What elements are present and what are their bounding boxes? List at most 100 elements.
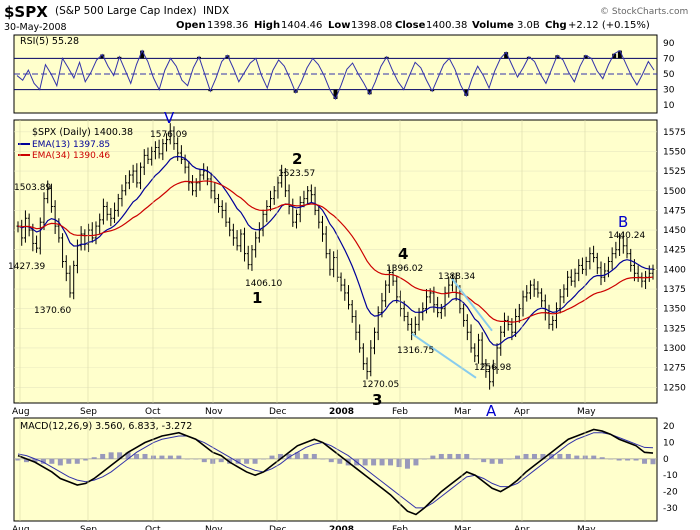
macd-histogram-bar (235, 458, 241, 464)
macd-histogram-bar (328, 458, 334, 463)
symbol-title: $SPX (4, 3, 48, 21)
low-label: Low (328, 20, 350, 31)
macd-histogram-bar (57, 458, 63, 466)
macd-histogram-bar (430, 455, 436, 459)
macd-histogram-bar (591, 455, 597, 459)
rsi-oversold-fill (464, 89, 469, 96)
close-label: Close (395, 20, 426, 31)
rsi-overbought-fill (555, 55, 560, 59)
macd-histogram-bar (608, 458, 614, 460)
x-tick-label: Oct (145, 407, 161, 417)
macd-histogram-bar (447, 453, 453, 459)
close-value: 1400.38 (426, 20, 467, 31)
macd-histogram-bar (193, 458, 199, 460)
macd-histogram-bar (83, 458, 89, 461)
x-tick-label: Apr (514, 407, 530, 417)
macd-histogram-bar (184, 458, 190, 460)
macd-histogram-bar (303, 453, 309, 459)
macd-histogram-bar (252, 458, 258, 464)
x-tick-label: Aug (12, 525, 30, 530)
rsi-overbought-fill (617, 50, 622, 59)
high-label: High (254, 20, 280, 31)
high-value: 1404.46 (281, 20, 322, 31)
rsi-oversold-fill (293, 89, 298, 93)
header-date: 30-May-2008 (4, 22, 67, 33)
macd-histogram-bar (455, 453, 461, 459)
macd-histogram-bar (404, 458, 410, 469)
rsi-tick-label: 70 (663, 54, 675, 64)
rsi-tick-label: 90 (663, 39, 675, 49)
x-tick-label: Sep (80, 407, 97, 417)
macd-histogram-bar (167, 455, 173, 459)
rsi-panel (13, 34, 658, 114)
chg-label: Chg (545, 20, 567, 31)
macd-histogram-bar (633, 458, 639, 461)
macd-histogram-bar (540, 453, 546, 459)
annotation-1316: 1316.75 (397, 346, 434, 356)
macd-histogram-bar (506, 458, 512, 460)
trendline-lower (411, 332, 477, 379)
price-tick-label: 1400 (663, 265, 686, 275)
macd-histogram-bar (134, 453, 140, 459)
macd-histogram-bar (498, 458, 504, 464)
macd-histogram-bar (150, 455, 156, 459)
ema34-line (17, 180, 654, 323)
wave-label-1: 1 (252, 289, 262, 307)
macd-histogram-bar (66, 458, 72, 464)
macd-histogram-bar (379, 458, 385, 466)
macd-histogram-bar (438, 453, 444, 459)
rsi-overbought-fill (612, 53, 617, 59)
low-value: 1398.08 (351, 20, 392, 31)
rsi-overbought-fill (225, 55, 230, 59)
macd-histogram-bar (337, 458, 343, 464)
macd-histogram-bar (599, 457, 605, 459)
symbol-name: (S&P 500 Large Cap Index) (55, 5, 197, 17)
x-tick-label: Feb (392, 407, 408, 417)
annotation-1388: 1388.34 (438, 272, 475, 282)
macd-signal-line (17, 432, 654, 509)
x-tick-label: Oct (145, 525, 161, 530)
wave-label-v: V (164, 109, 175, 127)
price-tick-label: 1525 (663, 167, 686, 177)
macd-histogram-bar (515, 455, 521, 459)
macd-histogram-bar (565, 453, 571, 459)
chg-value: +2.12 (+0.15%) (568, 20, 650, 31)
macd-histogram-bar (40, 458, 46, 464)
macd-title: MACD(12,26,9) 3.560, 6.833, -3.272 (20, 421, 192, 432)
annotation-1256: 1256.98 (474, 363, 511, 373)
macd-layer: 20 10 0 -10 -20 -30 (14, 422, 678, 516)
macd-histogram-bar (625, 458, 631, 461)
rsi-overbought-fill (140, 50, 145, 59)
rsi-tick-label: 30 (663, 86, 675, 96)
macd-histogram-bar (413, 458, 419, 466)
macd-histogram-bar (362, 458, 368, 466)
x-tick-label: May (577, 525, 596, 530)
macd-tick-label: 0 (663, 455, 669, 465)
macd-histogram-bar (320, 458, 326, 460)
price-tick-label: 1300 (663, 344, 686, 354)
macd-histogram-bar (108, 452, 114, 459)
rsi-tick-label: 10 (663, 101, 675, 111)
macd-histogram-bar (125, 452, 131, 459)
rsi-tick-label: 50 (663, 70, 675, 80)
macd-histogram-bar (269, 455, 275, 459)
macd-tick-label: -10 (663, 471, 678, 481)
rsi-overbought-fill (100, 54, 105, 59)
price-tick-label: 1550 (663, 147, 686, 157)
x-tick-label: Nov (205, 525, 223, 530)
wave-label-2: 2 (292, 150, 302, 168)
macd-histogram-bar (15, 458, 21, 461)
macd-histogram-bar (472, 458, 478, 460)
price-tick-label: 1425 (663, 246, 686, 256)
macd-tick-label: 20 (663, 422, 675, 432)
x-tick-label: Dec (269, 525, 286, 530)
macd-histogram-bar (244, 458, 250, 464)
price-tick-label: 1450 (663, 226, 686, 236)
x-tick-label: Aug (12, 407, 30, 417)
macd-tick-label: 10 (663, 439, 675, 449)
watermark: © StockCharts.com (600, 7, 688, 17)
macd-line (17, 428, 654, 516)
price-tick-label: 1325 (663, 324, 686, 334)
annotation-1523: 1523.57 (278, 169, 315, 179)
